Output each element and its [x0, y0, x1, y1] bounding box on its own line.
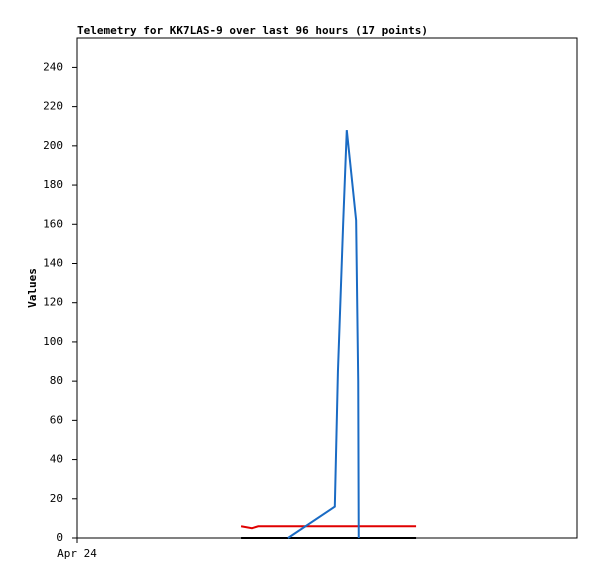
x-tick-label: Apr 24 [57, 547, 97, 560]
series-line [240, 525, 417, 530]
y-tick-label: 200 [43, 139, 63, 152]
series-line [287, 130, 360, 539]
plot-frame [76, 37, 578, 539]
y-tick-label: 40 [50, 453, 63, 466]
y-tick-label: 80 [50, 374, 63, 387]
y-tick-label: 120 [43, 296, 63, 309]
y-tick-label: 60 [50, 413, 63, 426]
y-tick-label: 0 [56, 531, 63, 544]
y-tick-label: 220 [43, 100, 63, 113]
y-tick-label: 140 [43, 256, 63, 269]
chart-title: Telemetry for KK7LAS-9 over last 96 hour… [77, 24, 428, 37]
y-tick-label: 100 [43, 335, 63, 348]
y-tick-label: 240 [43, 60, 63, 73]
y-tick-label: 20 [50, 492, 63, 505]
y-axis-label: Values [26, 268, 39, 308]
y-tick-label: 180 [43, 178, 63, 191]
y-tick-label: 160 [43, 217, 63, 230]
